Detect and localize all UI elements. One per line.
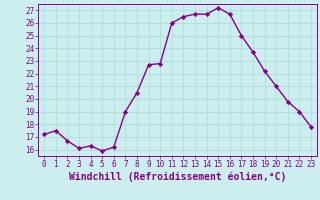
X-axis label: Windchill (Refroidissement éolien,°C): Windchill (Refroidissement éolien,°C): [69, 172, 286, 182]
